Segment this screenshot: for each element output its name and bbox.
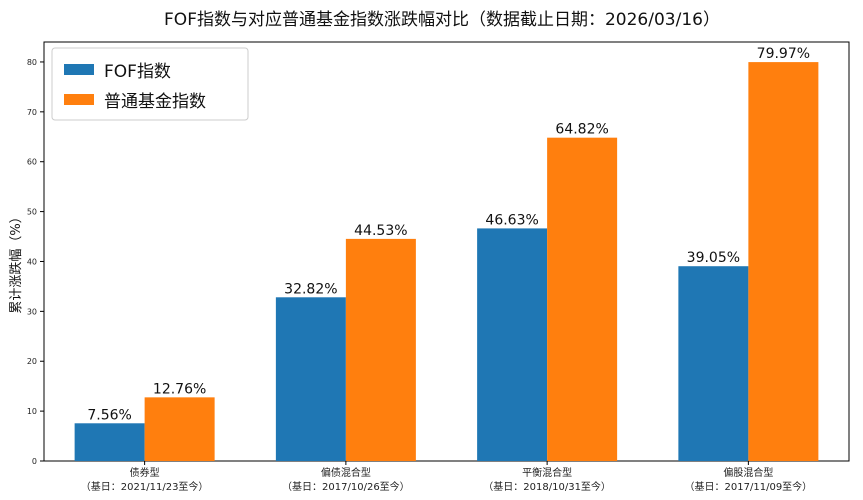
x-tick-label: 偏股混合型 [723,466,773,479]
legend-box [51,47,249,121]
x-tick-label: 债券型 [130,466,160,479]
legend: FOF指数 普通基金指数 [51,47,249,121]
legend-label-ordinary: 普通基金指数 [104,92,206,112]
y-tick-label: 50 [27,208,37,217]
legend-swatch-fof [64,64,94,75]
y-tick-label: 30 [27,307,37,316]
x-tick-sublabel: （基日：2017/10/26至今） [282,480,410,493]
bar-ordinary [345,238,416,461]
y-tick-label: 10 [27,407,37,416]
data-label: 64.82% [555,122,608,138]
bar-fof [74,423,145,461]
x-tick-sublabel: （基日：2018/10/31至今） [483,480,611,493]
bar-ordinary [748,62,819,462]
x-tick-label: 偏债混合型 [321,466,371,479]
data-label: 7.56% [87,407,131,423]
bar-ordinary [144,397,215,461]
data-label: 79.97% [757,46,810,62]
bar-fof [477,228,548,461]
y-tick-label: 20 [27,357,37,366]
y-tick-label: 40 [27,257,37,266]
legend-swatch-ordinary [64,94,94,105]
x-tick-sublabel: （基日：2017/11/09至今） [685,480,813,493]
y-tick-label: 0 [32,457,37,466]
bar-fof [275,297,346,461]
plot-frame [43,41,850,462]
y-tick-label: 60 [27,158,37,167]
y-tick-label: 70 [27,108,37,117]
chart-title: FOF指数与对应普通基金指数涨跌幅对比（数据截止日期：2026/03/16） [164,10,720,30]
legend-label-fof: FOF指数 [104,62,171,82]
bar-ordinary [547,137,618,461]
y-tick-label: 80 [27,58,37,67]
x-tick-label: 平衡混合型 [522,466,572,479]
x-tick-sublabel: （基日：2021/11/23至今） [81,480,209,493]
bar-fof [678,266,749,461]
y-axis-label: 累计涨跌幅（%） [8,210,24,313]
data-label: 32.82% [284,281,337,297]
data-label: 46.63% [485,212,538,228]
data-label: 39.05% [687,250,740,266]
data-label: 12.76% [153,381,206,397]
data-label: 44.53% [354,223,407,239]
